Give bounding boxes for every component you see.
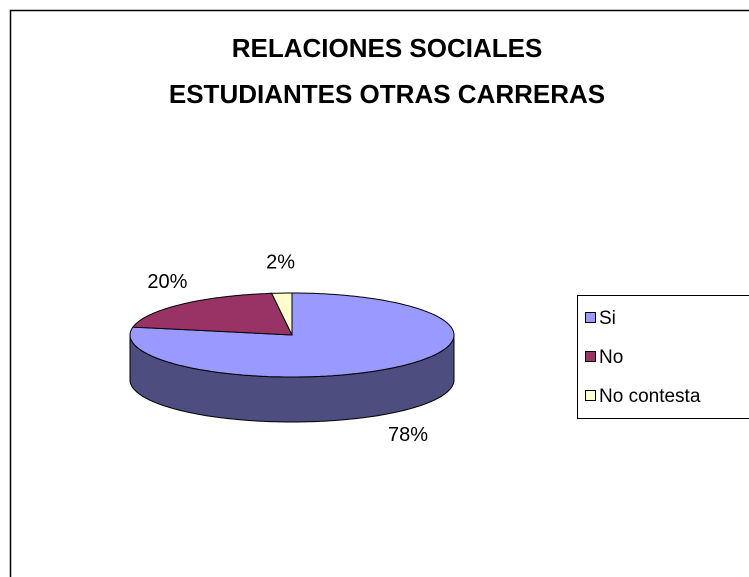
pie-slice-top <box>270 292 293 336</box>
chart-title: RELACIONES SOCIALES <box>232 33 543 63</box>
legend-swatch <box>585 351 596 362</box>
chart-title: ESTUDIANTES OTRAS CARRERAS <box>169 79 605 109</box>
pie-slice-top <box>131 292 293 336</box>
data-label: 2% <box>266 251 295 273</box>
pie-slice <box>131 292 293 336</box>
legend-swatch <box>585 312 596 323</box>
data-label: 78% <box>388 424 428 446</box>
chart-frame <box>9 9 749 577</box>
legend-swatch <box>585 390 596 401</box>
data-label: 20% <box>147 271 187 293</box>
legend-label: No <box>599 347 623 368</box>
legend-label: Si <box>599 308 616 329</box>
pie-slice <box>270 292 293 336</box>
legend-label: No contesta <box>599 386 701 407</box>
legend-box <box>577 295 749 419</box>
